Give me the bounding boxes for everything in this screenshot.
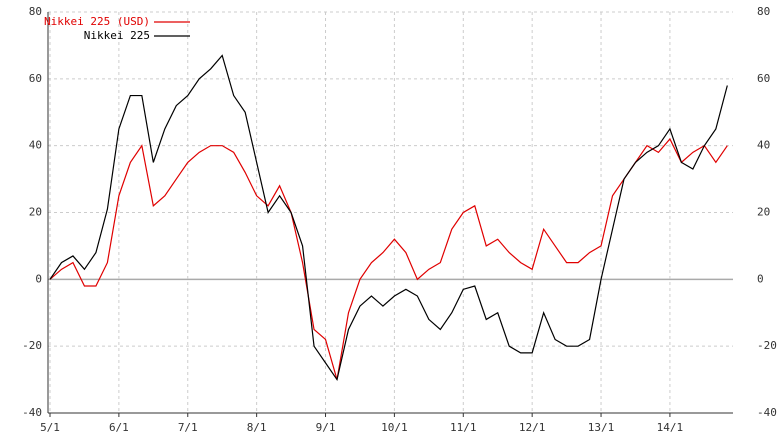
- y2-tick-label: 0: [757, 272, 764, 285]
- y2-tick-label: 60: [757, 72, 770, 85]
- y2-tick-label: -40: [757, 406, 777, 419]
- x-tick-label: 5/1: [40, 421, 60, 434]
- x-tick-label: 12/1: [519, 421, 546, 434]
- x-tick-label: 10/1: [381, 421, 408, 434]
- y-tick-label: 20: [29, 206, 42, 219]
- x-tick-label: 11/1: [450, 421, 477, 434]
- y-tick-label: 80: [29, 5, 42, 18]
- y2-tick-label: 80: [757, 5, 770, 18]
- legend-label: Nikkei 225: [84, 29, 150, 42]
- x-tick-label: 6/1: [109, 421, 129, 434]
- legend-label: Nikkei 225 (USD): [44, 15, 150, 28]
- y-tick-label: 0: [35, 272, 42, 285]
- y-tick-label: -20: [22, 339, 42, 352]
- y2-tick-label: 40: [757, 139, 770, 152]
- x-tick-label: 13/1: [588, 421, 615, 434]
- series-line: [49, 54, 728, 382]
- x-tick-label: 7/1: [178, 421, 198, 434]
- y-tick-label: -40: [22, 406, 42, 419]
- y-tick-label: 60: [29, 72, 42, 85]
- y2-tick-label: -20: [757, 339, 777, 352]
- y2-tick-label: 20: [757, 206, 770, 219]
- x-tick-label: 9/1: [316, 421, 336, 434]
- x-tick-label: 14/1: [657, 421, 684, 434]
- series-line: [49, 137, 728, 380]
- y-tick-label: 40: [29, 139, 42, 152]
- x-tick-label: 8/1: [247, 421, 267, 434]
